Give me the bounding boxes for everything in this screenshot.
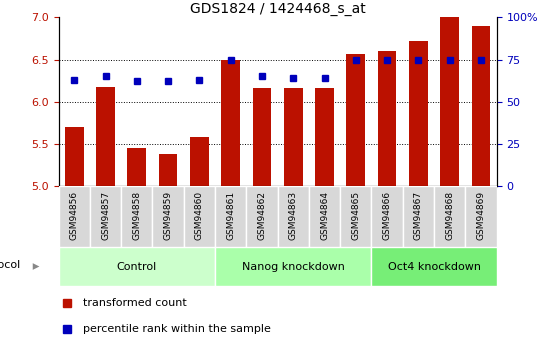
Bar: [409, 41, 428, 186]
Text: GSM94863: GSM94863: [288, 191, 298, 240]
Text: Nanog knockdown: Nanog knockdown: [242, 262, 345, 272]
Bar: [378, 51, 397, 186]
Bar: [284, 88, 302, 186]
Bar: [59, 247, 215, 286]
Bar: [184, 186, 215, 247]
Bar: [315, 88, 334, 186]
Bar: [372, 247, 497, 286]
Bar: [372, 186, 403, 247]
Text: GSM94869: GSM94869: [477, 191, 485, 240]
Text: GSM94857: GSM94857: [101, 191, 110, 240]
Bar: [309, 186, 340, 247]
Bar: [347, 55, 365, 186]
Bar: [440, 17, 459, 186]
Text: Control: Control: [117, 262, 157, 272]
Text: Oct4 knockdown: Oct4 knockdown: [388, 262, 480, 272]
Text: GSM94864: GSM94864: [320, 191, 329, 240]
Text: GSM94865: GSM94865: [352, 191, 360, 240]
Bar: [59, 186, 90, 247]
Text: GSM94856: GSM94856: [70, 191, 79, 240]
Bar: [215, 186, 246, 247]
Text: transformed count: transformed count: [83, 298, 186, 308]
Bar: [96, 87, 115, 186]
Bar: [277, 186, 309, 247]
Bar: [65, 127, 84, 186]
Bar: [121, 186, 152, 247]
Text: GSM94860: GSM94860: [195, 191, 204, 240]
Text: GSM94866: GSM94866: [383, 191, 392, 240]
Text: percentile rank within the sample: percentile rank within the sample: [83, 324, 271, 334]
Bar: [90, 186, 121, 247]
Text: GSM94861: GSM94861: [226, 191, 235, 240]
Bar: [340, 186, 372, 247]
Bar: [127, 148, 146, 186]
Bar: [158, 154, 177, 186]
Bar: [190, 137, 209, 186]
Bar: [246, 186, 278, 247]
Text: GSM94868: GSM94868: [445, 191, 454, 240]
Bar: [222, 60, 240, 186]
Bar: [434, 186, 465, 247]
Bar: [465, 186, 497, 247]
Text: GSM94862: GSM94862: [257, 191, 267, 240]
Text: protocol: protocol: [0, 259, 21, 269]
Title: GDS1824 / 1424468_s_at: GDS1824 / 1424468_s_at: [190, 2, 365, 16]
Text: GSM94858: GSM94858: [132, 191, 141, 240]
Bar: [472, 26, 490, 186]
Bar: [215, 247, 372, 286]
Bar: [152, 186, 184, 247]
Bar: [253, 88, 271, 186]
Bar: [403, 186, 434, 247]
Text: GSM94867: GSM94867: [414, 191, 423, 240]
Text: GSM94859: GSM94859: [163, 191, 172, 240]
